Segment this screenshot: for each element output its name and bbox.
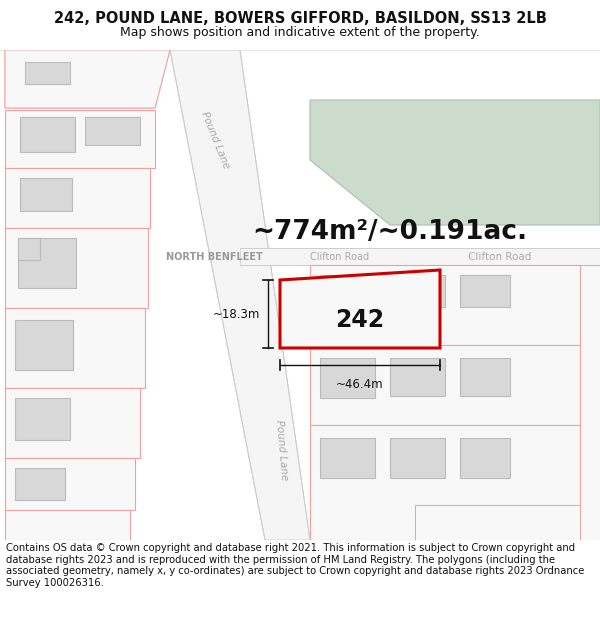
- Bar: [390, 358, 445, 396]
- Text: ~18.3m: ~18.3m: [212, 308, 260, 321]
- Text: Pound Lane: Pound Lane: [274, 419, 290, 481]
- Polygon shape: [310, 265, 580, 345]
- Text: 242, POUND LANE, BOWERS GIFFORD, BASILDON, SS13 2LB: 242, POUND LANE, BOWERS GIFFORD, BASILDO…: [53, 11, 547, 26]
- Bar: [85, 117, 140, 145]
- Bar: [390, 275, 445, 307]
- Bar: [460, 438, 510, 478]
- Bar: [460, 358, 510, 396]
- Bar: [292, 285, 344, 325]
- Polygon shape: [310, 425, 580, 540]
- Bar: [320, 358, 375, 398]
- Bar: [18, 238, 76, 288]
- Polygon shape: [5, 458, 135, 510]
- Text: Map shows position and indicative extent of the property.: Map shows position and indicative extent…: [120, 26, 480, 39]
- Polygon shape: [5, 228, 148, 308]
- Polygon shape: [5, 168, 150, 228]
- Bar: [20, 178, 72, 211]
- Polygon shape: [5, 510, 130, 540]
- Polygon shape: [5, 50, 170, 108]
- Bar: [355, 282, 393, 312]
- Bar: [320, 438, 375, 478]
- Polygon shape: [5, 388, 140, 458]
- Polygon shape: [580, 265, 600, 540]
- Bar: [15, 468, 65, 500]
- Polygon shape: [310, 345, 580, 425]
- Bar: [390, 438, 445, 478]
- Text: ~774m²/~0.191ac.: ~774m²/~0.191ac.: [253, 219, 527, 245]
- Bar: [20, 117, 75, 152]
- Text: NORTH BENFLEET: NORTH BENFLEET: [166, 252, 263, 262]
- Text: 242: 242: [335, 308, 385, 332]
- Polygon shape: [170, 50, 310, 540]
- Text: ~46.4m: ~46.4m: [336, 378, 384, 391]
- Polygon shape: [5, 308, 145, 388]
- Polygon shape: [5, 110, 155, 168]
- Bar: [460, 275, 510, 307]
- Bar: [25, 62, 70, 84]
- Bar: [15, 398, 70, 440]
- Text: Clifton Road: Clifton Road: [310, 252, 369, 262]
- Bar: [15, 320, 73, 370]
- Text: Clifton Road: Clifton Road: [469, 252, 532, 262]
- Bar: [320, 275, 375, 315]
- Polygon shape: [240, 248, 600, 265]
- Bar: [18, 238, 40, 260]
- Text: Contains OS data © Crown copyright and database right 2021. This information is : Contains OS data © Crown copyright and d…: [6, 543, 584, 588]
- Polygon shape: [280, 270, 440, 348]
- Polygon shape: [415, 505, 580, 540]
- Text: Pound Lane: Pound Lane: [199, 110, 231, 170]
- Polygon shape: [5, 50, 170, 108]
- Polygon shape: [310, 100, 600, 225]
